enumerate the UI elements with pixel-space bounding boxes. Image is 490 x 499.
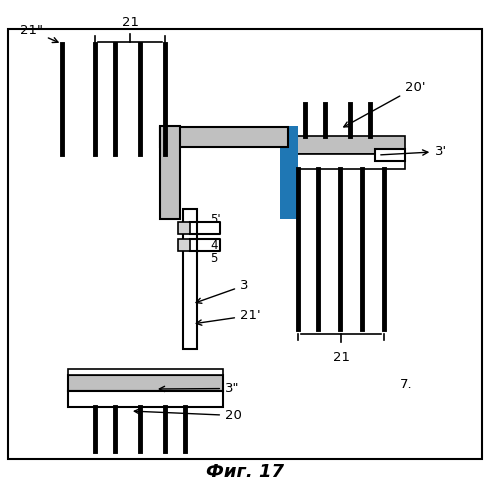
Text: 21: 21 <box>122 16 139 29</box>
Bar <box>280 126 298 219</box>
Bar <box>183 209 197 349</box>
Text: 21": 21" <box>20 24 58 42</box>
Text: 20': 20' <box>344 81 425 127</box>
Text: 3: 3 <box>196 279 248 303</box>
Bar <box>68 369 223 375</box>
Bar <box>160 127 288 147</box>
Bar <box>68 391 223 407</box>
Bar <box>8 29 482 459</box>
Bar <box>178 239 190 251</box>
Text: 4: 4 <box>210 239 218 251</box>
Text: 3': 3' <box>381 145 447 158</box>
Bar <box>375 149 405 161</box>
Text: Фиг. 17: Фиг. 17 <box>206 463 284 481</box>
Text: 7.: 7. <box>400 378 413 391</box>
Text: 5': 5' <box>210 213 221 226</box>
Text: 21: 21 <box>333 351 349 364</box>
Text: 5: 5 <box>210 252 218 265</box>
Text: 21': 21' <box>196 309 261 325</box>
Text: 20: 20 <box>134 409 242 422</box>
Text: 3": 3" <box>159 382 240 395</box>
Bar <box>68 375 223 391</box>
Bar <box>285 154 405 169</box>
Bar <box>178 222 190 234</box>
Bar <box>160 126 180 219</box>
Bar <box>165 128 290 146</box>
Bar <box>285 136 405 154</box>
